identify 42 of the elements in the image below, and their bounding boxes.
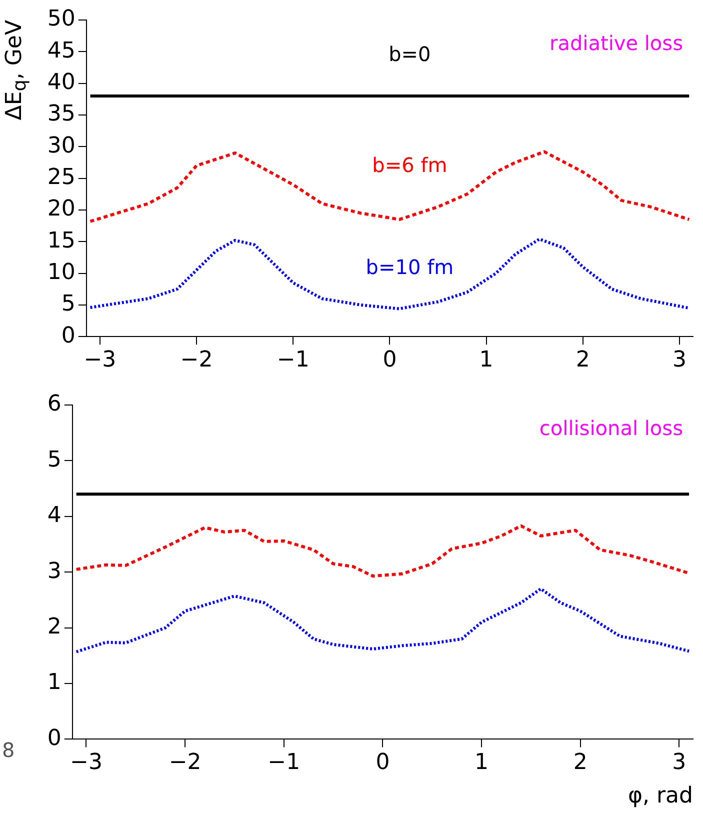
y-tick-label: 6 [47, 392, 62, 417]
x-tick-label: 3 [672, 348, 686, 373]
y-tick-label: 35 [47, 102, 76, 127]
y-tick-label: 15 [47, 228, 76, 254]
series-label: b=0 [388, 42, 431, 66]
y-tick-label: 10 [47, 260, 76, 285]
y-tick-label: 4 [47, 503, 62, 528]
x-tick-label: 1 [479, 348, 494, 373]
line-series [88, 238, 691, 310]
x-tick-label: −1 [276, 348, 310, 373]
series-label: b=10 fm [366, 254, 454, 279]
y-tick-label: 2 [47, 614, 62, 640]
x-tick-label: 3 [672, 750, 686, 776]
y-tick-label: 30 [47, 133, 76, 158]
annotation: radiative loss [549, 31, 683, 56]
x-tick-label: −1 [268, 750, 300, 776]
x-tick-label: 2 [573, 750, 588, 776]
x-tick-label: −2 [168, 750, 202, 776]
x-tick-label: 0 [376, 750, 390, 776]
series-label: b=6 fm [372, 152, 448, 177]
line-series [88, 150, 691, 223]
text: 8 [2, 738, 15, 762]
x-axis-title: φ, rad [628, 784, 693, 809]
y-tick-label: 45 [47, 38, 76, 64]
x-tick-label: −3 [84, 348, 116, 373]
y-tick-label: 1 [47, 670, 62, 696]
y-tick-label: 50 [47, 6, 76, 32]
y-tick-label: 0 [47, 726, 62, 751]
y-tick-label: 0 [61, 323, 76, 348]
y-tick-label: 5 [47, 447, 62, 472]
annotation: collisional loss [539, 416, 683, 440]
x-tick-label: 2 [576, 348, 590, 373]
line-series [74, 587, 691, 654]
x-tick-label: −3 [70, 750, 102, 776]
y-tick-label: 20 [47, 196, 76, 222]
y-tick-label: 3 [47, 558, 62, 584]
x-tick-label: −2 [180, 348, 213, 373]
y-tick-label: 40 [47, 70, 76, 96]
y-tick-label: 5 [61, 292, 76, 317]
y-tick-label: 25 [47, 165, 76, 190]
x-tick-label: 0 [382, 348, 397, 373]
x-tick-label: 1 [474, 750, 489, 776]
